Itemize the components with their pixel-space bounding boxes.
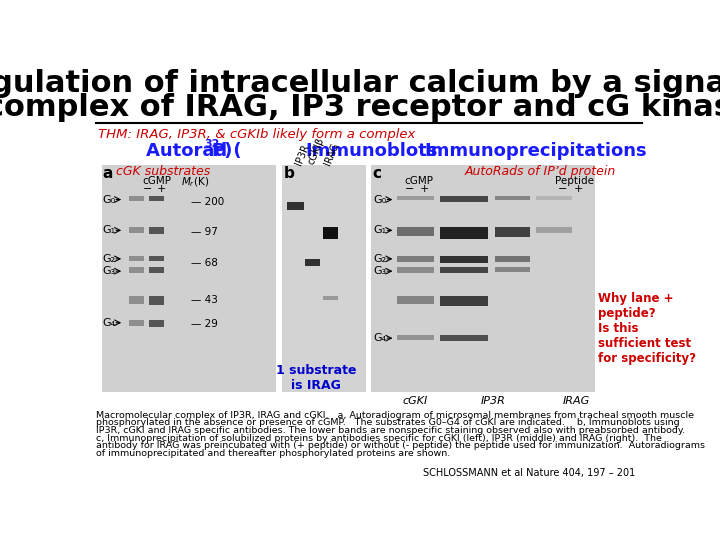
Bar — [397, 226, 434, 236]
Bar — [495, 256, 530, 262]
Text: — 43: — 43 — [191, 295, 217, 305]
Bar — [536, 195, 572, 200]
Bar — [102, 165, 276, 392]
Bar — [397, 267, 434, 273]
Text: G₀: G₀ — [102, 194, 115, 205]
Text: +: + — [420, 184, 430, 194]
Text: −: − — [558, 184, 567, 194]
Bar — [397, 296, 434, 303]
Bar — [282, 165, 366, 392]
Text: −: − — [143, 184, 152, 194]
Bar — [149, 320, 164, 327]
Bar — [441, 267, 488, 273]
Bar — [441, 226, 488, 239]
Bar — [129, 296, 144, 303]
Text: 1 substrate
is IRAG: 1 substrate is IRAG — [276, 363, 356, 392]
Text: of immunoprecipitated and thereafter phosphorylated proteins are shown.: of immunoprecipitated and thereafter pho… — [96, 449, 451, 458]
Bar — [397, 256, 434, 262]
Bar — [323, 296, 338, 300]
Bar — [149, 256, 164, 261]
Text: antibody for IRAG was preincubated with (+ peptide) or without (- peptide) the p: antibody for IRAG was preincubated with … — [96, 441, 705, 450]
Text: cGK substrates: cGK substrates — [117, 165, 210, 178]
Text: +: + — [157, 184, 166, 194]
Bar — [149, 226, 164, 234]
Bar — [371, 165, 595, 392]
Bar — [441, 296, 488, 306]
Bar — [495, 267, 530, 272]
Text: G₄: G₄ — [374, 333, 387, 343]
Text: G₁: G₁ — [374, 225, 387, 235]
Bar — [305, 259, 320, 266]
Text: — 200: — 200 — [191, 197, 224, 207]
Text: IP3R, cGKI and IRAG specific antibodies. The lower bands are nonspecific stainin: IP3R, cGKI and IRAG specific antibodies.… — [96, 426, 685, 435]
Text: SCHLOSSMANN et al Nature 404, 197 – 201: SCHLOSSMANN et al Nature 404, 197 – 201 — [423, 468, 636, 478]
Text: G₃: G₃ — [374, 266, 387, 276]
Text: Regulation of intracellular calcium by a signaling: Regulation of intracellular calcium by a… — [0, 69, 720, 98]
Bar — [441, 256, 488, 264]
Text: — 97: — 97 — [191, 227, 217, 237]
Text: IP3R: IP3R — [480, 396, 505, 406]
Text: Immunoblots: Immunoblots — [305, 142, 438, 160]
Text: G₄: G₄ — [102, 318, 115, 328]
Text: Peptide: Peptide — [555, 176, 594, 186]
Text: −: − — [405, 184, 414, 194]
Text: G₁: G₁ — [102, 225, 115, 235]
Bar — [149, 267, 164, 273]
Text: Macromolecular complex of IP3R, IRAG and cGKI.   a, Autoradiogram of microsomal : Macromolecular complex of IP3R, IRAG and… — [96, 410, 694, 420]
Text: Why lane +
peptide?
Is this
sufficient test
for specificity?: Why lane + peptide? Is this sufficient t… — [598, 292, 696, 365]
Bar — [129, 226, 144, 233]
Text: — 68: — 68 — [191, 259, 217, 268]
Text: G₃: G₃ — [102, 266, 116, 276]
Text: G₀: G₀ — [374, 194, 387, 205]
Bar — [495, 195, 530, 200]
Text: G₂: G₂ — [102, 254, 115, 264]
Text: +: + — [574, 184, 583, 194]
Text: cGMP: cGMP — [143, 176, 171, 186]
Bar — [149, 195, 164, 201]
Text: Immunoprecipitations: Immunoprecipitations — [425, 142, 647, 160]
Text: P): P) — [212, 142, 233, 160]
Text: phosphorylated in the absence or presence of cGMP.   The substrates G0–G4 of cGK: phosphorylated in the absence or presenc… — [96, 418, 680, 427]
Text: — 29: — 29 — [191, 319, 217, 329]
Text: G₂: G₂ — [374, 254, 387, 264]
Text: c: c — [372, 166, 381, 181]
Text: $M_r$(K): $M_r$(K) — [181, 176, 210, 190]
Text: a: a — [102, 166, 113, 181]
Bar — [129, 256, 144, 261]
Text: cGMP: cGMP — [405, 176, 433, 186]
Text: Autorad (: Autorad ( — [145, 142, 241, 160]
Text: IRAG: IRAG — [323, 141, 341, 166]
Text: cGKIβ: cGKIβ — [306, 137, 326, 166]
Bar — [397, 195, 434, 200]
Text: b: b — [284, 166, 294, 181]
Text: cGKI: cGKI — [403, 396, 428, 406]
Bar — [129, 267, 144, 273]
Text: AutoRads of IP’d protein: AutoRads of IP’d protein — [465, 165, 616, 178]
Bar — [441, 335, 488, 341]
Text: IP3R: IP3R — [294, 143, 311, 166]
Text: c, Immunoprecipitation of solubilized proteins by antibodies specific for cGKI (: c, Immunoprecipitation of solubilized pr… — [96, 434, 662, 443]
Text: THM: IRAG, IP3R, & cGKIb likely form a complex: THM: IRAG, IP3R, & cGKIb likely form a c… — [98, 128, 415, 141]
Bar — [495, 226, 530, 237]
Bar — [129, 320, 144, 326]
Bar — [287, 202, 304, 210]
Text: 32: 32 — [204, 139, 220, 148]
Text: complex of IRAG, IP3 receptor and cG kinase: complex of IRAG, IP3 receptor and cG kin… — [0, 92, 720, 122]
Bar — [323, 226, 338, 239]
Bar — [441, 195, 488, 202]
Text: IRAG: IRAG — [563, 396, 590, 406]
Bar — [149, 296, 164, 305]
Bar — [129, 195, 144, 201]
Bar — [397, 335, 434, 340]
Bar — [536, 226, 572, 233]
